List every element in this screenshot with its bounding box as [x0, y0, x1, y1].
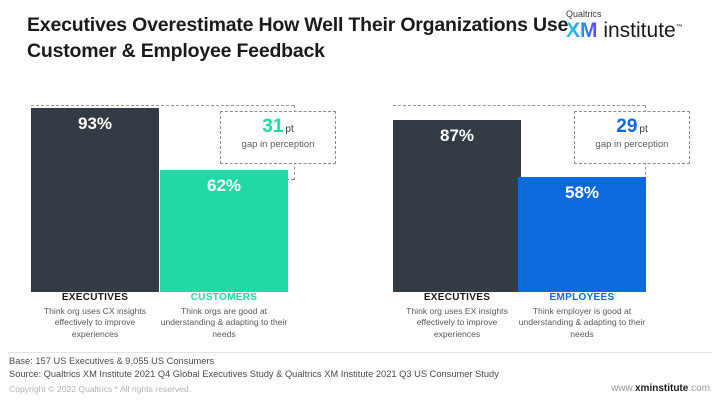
qualtrics-xm-institute-logo: Qualtrics XM institute™ [566, 9, 706, 42]
gap-value-row-cx: 31 pt [229, 117, 327, 137]
bar-customers-cx: 62% [160, 170, 288, 292]
category-labels-cx: EXECUTIVES Think org uses CX insights ef… [0, 292, 360, 348]
category-customers-cx: CUSTOMERS Think orgs are good at underst… [160, 292, 288, 340]
logo-wordmark: XM institute™ [566, 20, 706, 41]
category-executives-cx: EXECUTIVES Think org uses CX insights ef… [31, 292, 159, 340]
bar-executives-cx: 93% [31, 108, 159, 292]
url-suffix: .com [688, 383, 710, 394]
category-executives-ex: EXECUTIVES Think org uses EX insights ef… [393, 292, 521, 340]
category-labels-ex: EXECUTIVES Think org uses EX insights ef… [360, 292, 720, 348]
logo-qualtrics-text: Qualtrics [566, 9, 602, 19]
gap-annotation-cx: 31 pt gap in perception [220, 111, 336, 164]
gap-label-ex: gap in perception [595, 139, 669, 150]
plot-area-cx: 93% 62% 31 pt gap in perception [0, 96, 360, 292]
gap-number-cx: 31 [262, 116, 284, 137]
category-title-customers-cx: CUSTOMERS [190, 292, 258, 303]
category-desc-employees-ex: Think employer is good at understanding … [518, 306, 646, 339]
gap-value-row-ex: 29 pt [583, 117, 681, 137]
gap-number-ex: 29 [616, 116, 638, 137]
footer-divider [8, 352, 712, 353]
trademark-icon: ™ [675, 24, 683, 31]
bar-value-employees-ex: 58% [564, 183, 600, 202]
category-desc-executives-cx: Think org uses CX insights effectively t… [43, 306, 147, 339]
footer-source-line: Source: Qualtrics XM Institute 2021 Q4 G… [9, 369, 499, 380]
gap-unit-cx: pt [285, 124, 294, 135]
bar-value-customers-cx: 62% [206, 176, 242, 195]
category-title-executives-ex: EXECUTIVES [423, 292, 491, 303]
chart-panel-cx: 93% 62% 31 pt gap in perception EXECUTIVE… [0, 96, 360, 346]
plot-area-ex: 87% 58% 29 pt gap in perception [360, 96, 720, 292]
bar-employees-ex: 58% [518, 177, 646, 292]
bar-value-executives-ex: 87% [439, 126, 475, 145]
header: Executives Overestimate How Well Their O… [0, 0, 720, 82]
logo-xm-text: XM [566, 19, 598, 42]
footer-copyright: Copyright © 2022 Qualtrics * All rights … [9, 384, 192, 394]
page-title: Executives Overestimate How Well Their O… [27, 14, 569, 63]
url-brand: xminstitute [634, 383, 689, 394]
logo-institute-text: institute [597, 19, 676, 42]
bar-value-executives-cx: 93% [77, 114, 113, 133]
gap-annotation-ex: 29 pt gap in perception [574, 111, 690, 164]
chart-panel-ex: 87% 58% 29 pt gap in perception EXECUTIVE… [360, 96, 720, 346]
gap-unit-ex: pt [639, 124, 648, 135]
bar-executives-ex: 87% [393, 120, 521, 292]
gap-leader-top-cx [31, 105, 294, 106]
gap-leader-top-ex [393, 105, 645, 106]
category-employees-ex: EMPLOYEES Think employer is good at unde… [518, 292, 646, 340]
category-desc-executives-ex: Think org uses EX insights effectively t… [406, 306, 508, 339]
category-title-executives-cx: EXECUTIVES [61, 292, 129, 303]
footer-base-line: Base: 157 US Executives & 9,055 US Consu… [9, 356, 215, 366]
category-title-employees-ex: EMPLOYEES [549, 292, 615, 303]
category-desc-customers-cx: Think orgs are good at understanding & a… [160, 306, 288, 339]
footer-website-url[interactable]: www.xminstitute.com [611, 383, 710, 394]
url-prefix: www. [611, 383, 635, 394]
gap-label-cx: gap in perception [241, 139, 315, 150]
footer: Base: 157 US Executives & 9,055 US Consu… [9, 355, 715, 382]
